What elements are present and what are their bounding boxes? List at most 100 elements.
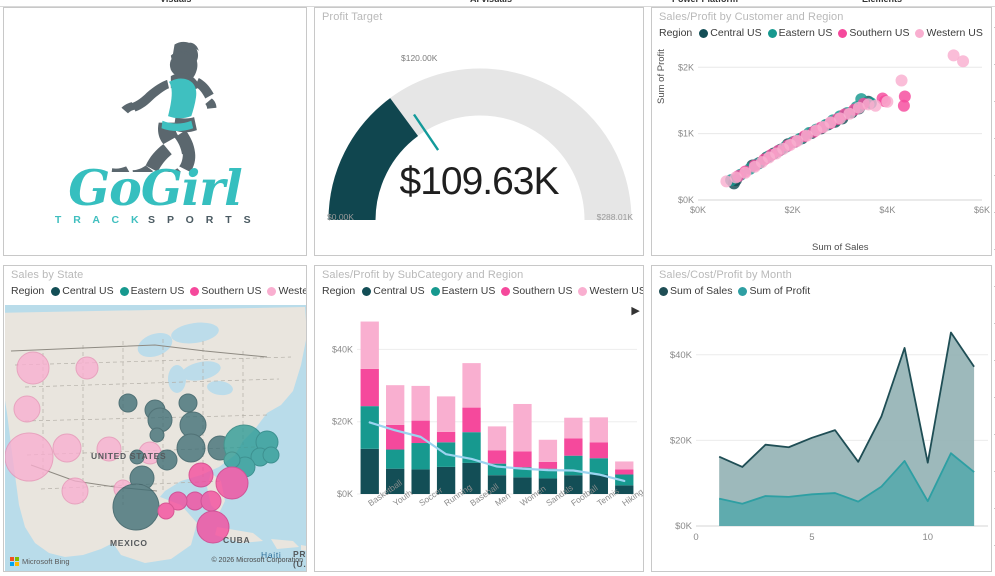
brand-tagline: T R A C K S P O R T S: [55, 214, 255, 226]
scatter-legend[interactable]: Region Central US Eastern US Southern US…: [659, 27, 986, 39]
legend-dot-central-us: [362, 286, 372, 296]
map-bubble-layer: [5, 351, 280, 544]
map-legend[interactable]: Region Central US Eastern US Southern US…: [11, 285, 306, 297]
legend-item-eastern-us[interactable]: Eastern US: [430, 285, 496, 297]
legend-label-central-us: Central US: [710, 27, 762, 39]
svg-text:$0K: $0K: [678, 195, 694, 205]
sales-by-state-map-visual[interactable]: Sales by State Region Central US Eastern…: [3, 265, 307, 572]
legend-title: Region: [11, 285, 45, 297]
legend-dot-eastern-us: [767, 28, 777, 38]
map-label-haiti: Haiti: [261, 550, 282, 560]
legend-item-central-us[interactable]: Central US: [362, 285, 425, 297]
area-legend[interactable]: Sum of Sales Sum of Profit: [659, 285, 813, 297]
map-viewport[interactable]: UNITED STATES MEXICO CUBA Haiti PR (U.S.…: [5, 305, 306, 571]
gauge-title: Profit Target: [322, 11, 383, 23]
legend-item-eastern-us[interactable]: Eastern US: [767, 27, 833, 39]
legend-dot-central-us: [699, 28, 709, 38]
legend-item-central-us[interactable]: Central US: [51, 285, 114, 297]
bing-attribution[interactable]: Microsoft Bing: [10, 557, 70, 566]
svg-text:$6K: $6K: [974, 205, 990, 215]
legend-label-central-us: Central US: [373, 285, 425, 297]
logo-visual[interactable]: GoGirl T R A C K S P O R T S: [3, 7, 307, 256]
legend-dot-western-us: [578, 286, 588, 296]
legend-item-southern-us[interactable]: Southern US: [190, 285, 261, 297]
sales-profit-by-customer-scatter-visual[interactable]: Sales/Profit by Customer and Region Regi…: [651, 7, 992, 256]
svg-text:$4K: $4K: [879, 205, 895, 215]
legend-dot-sum-of-profit: [738, 286, 748, 296]
legend-label-southern-us: Southern US: [849, 27, 910, 39]
legend-title: Region: [659, 27, 693, 39]
legend-label-western-us: Western US: [278, 285, 306, 297]
legend-item-central-us[interactable]: Central US: [699, 27, 762, 39]
legend-label-central-us: Central US: [62, 285, 114, 297]
map-label-united-states: UNITED STATES: [91, 451, 167, 461]
legend-label-southern-us: Southern US: [201, 285, 262, 297]
svg-text:$2K: $2K: [785, 205, 801, 215]
sales-profit-by-subcategory-visual[interactable]: Sales/Profit by SubCategory and Region R…: [314, 265, 644, 572]
legend-dot-southern-us: [190, 286, 200, 296]
ribbon-group-elements[interactable]: Elements: [862, 0, 902, 4]
legend-label-western-us: Western US: [589, 285, 644, 297]
legend-title: Region: [322, 285, 356, 297]
brand-go: Go: [68, 159, 142, 218]
map-title: Sales by State: [11, 269, 84, 281]
bing-label: Microsoft Bing: [22, 557, 70, 566]
svg-text:$20K: $20K: [332, 417, 353, 427]
svg-text:10: 10: [922, 532, 933, 543]
tagline-sports: S P O R T S: [148, 213, 256, 226]
area-chart-plot-area: $0K $20K $40K 0 5 10: [670, 331, 988, 543]
legend-label-eastern-us: Eastern US: [441, 285, 496, 297]
bars-legend[interactable]: Region Central US Eastern US Southern US…: [322, 285, 644, 317]
gauge-arc: [328, 68, 632, 221]
legend-label-southern-us: Southern US: [512, 285, 573, 297]
legend-dot-central-us: [51, 286, 61, 296]
legend-dot-sum-of-sales: [659, 286, 668, 296]
legend-next-page-icon[interactable]: ▶: [631, 305, 640, 317]
ribbon-group-visuals[interactable]: Visuals: [160, 0, 191, 4]
microsoft-logo-icon: [10, 557, 19, 566]
brand-girl: Girl: [140, 159, 243, 218]
legend-dot-western-us: [915, 28, 925, 38]
gauge-value-label: $109.63K: [399, 160, 560, 203]
legend-dot-western-us: [267, 286, 277, 296]
legend-label-sum-of-profit: Sum of Profit: [749, 285, 811, 297]
legend-label-western-us: Western US: [926, 27, 983, 39]
legend-item-sum-of-profit[interactable]: Sum of Profit: [738, 285, 810, 297]
legend-item-western-us[interactable]: Western US: [267, 285, 306, 297]
map-attribution: © 2026 Microsoft Corporation: [211, 556, 303, 564]
svg-text:$1K: $1K: [678, 129, 694, 139]
legend-item-southern-us[interactable]: Southern US: [838, 27, 909, 39]
svg-text:0: 0: [693, 532, 698, 543]
ribbon-group-power-platform[interactable]: Power Platform: [672, 0, 738, 4]
profit-target-gauge-visual[interactable]: Profit Target $120.00K $0.00K $288.01K $…: [314, 7, 644, 256]
svg-text:5: 5: [809, 532, 814, 543]
legend-item-eastern-us[interactable]: Eastern US: [119, 285, 184, 297]
legend-item-southern-us[interactable]: Southern US: [501, 285, 572, 297]
scatter-y-axis-title: Sum of Profit: [656, 49, 667, 104]
legend-dot-eastern-us: [430, 286, 440, 296]
legend-item-western-us[interactable]: Western US: [578, 285, 644, 297]
scatter-x-axis-title: Sum of Sales: [812, 242, 869, 253]
ribbon-strip: Visuals AI visuals Power Platform Elemen…: [0, 0, 995, 7]
scatter-title: Sales/Profit by Customer and Region: [659, 11, 844, 23]
ribbon-group-ai-visuals[interactable]: AI visuals: [470, 0, 512, 4]
gauge-target-label: $120.00K: [401, 53, 438, 63]
legend-dot-southern-us: [838, 28, 848, 38]
svg-text:$40K: $40K: [332, 344, 353, 354]
legend-item-western-us[interactable]: Western US: [915, 27, 983, 39]
legend-dot-eastern-us: [119, 286, 129, 296]
svg-text:$0K: $0K: [675, 521, 693, 532]
scatter-plot-area: $0K $1K $2K $0K $2K $4K $6K: [678, 49, 990, 215]
svg-text:$2K: $2K: [678, 62, 694, 72]
brand-wordmark: GoGirl: [68, 164, 242, 213]
legend-label-eastern-us: Eastern US: [778, 27, 833, 39]
bars-title: Sales/Profit by SubCategory and Region: [322, 269, 524, 281]
legend-label-sum-of-sales: Sum of Sales: [670, 285, 733, 297]
legend-item-sum-of-sales[interactable]: Sum of Sales: [659, 285, 732, 297]
logo-content: GoGirl T R A C K S P O R T S: [4, 8, 306, 255]
sales-cost-profit-by-month-visual[interactable]: Sales/Cost/Profit by Month Sum of Sales …: [651, 265, 992, 572]
gauge-max-label: $288.01K: [596, 212, 633, 222]
map-label-cuba: CUBA: [223, 535, 251, 545]
map-label-mexico: MEXICO: [110, 538, 148, 548]
